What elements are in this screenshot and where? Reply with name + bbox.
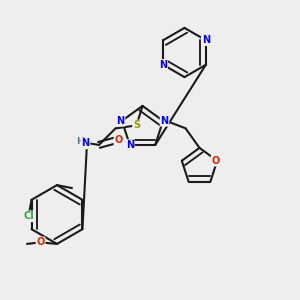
Text: O: O — [36, 237, 45, 248]
Text: N: N — [202, 35, 210, 45]
Text: N: N — [81, 138, 90, 148]
Text: Cl: Cl — [23, 211, 34, 221]
Text: N: N — [126, 140, 134, 150]
Text: H: H — [76, 137, 83, 146]
Text: N: N — [116, 116, 124, 126]
Text: O: O — [114, 135, 123, 146]
Text: O: O — [212, 156, 220, 166]
Text: N: N — [159, 60, 167, 70]
Text: N: N — [160, 116, 169, 126]
Text: S: S — [133, 120, 140, 130]
